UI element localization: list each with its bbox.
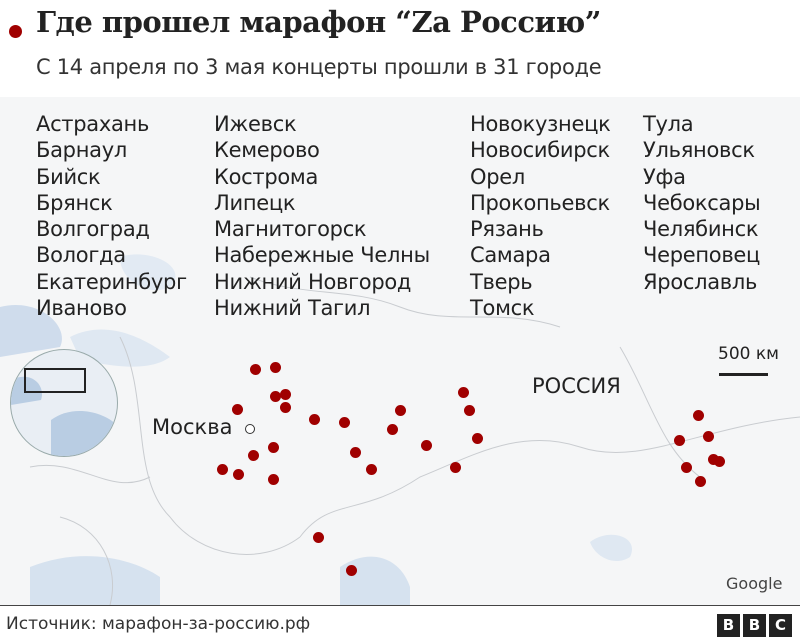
city-marker xyxy=(457,386,469,398)
city-marker xyxy=(713,455,725,467)
city-name: Новосибирск xyxy=(470,138,610,163)
city-marker xyxy=(449,461,461,473)
city-name: Вологда xyxy=(36,243,126,268)
city-name: Тула xyxy=(643,112,694,136)
city-name: Череповец xyxy=(643,243,761,268)
city-name: Челябинск xyxy=(643,217,759,242)
city-name: Чебоксары xyxy=(643,190,761,215)
city-marker xyxy=(680,461,692,473)
city-marker xyxy=(471,432,483,444)
city-marker xyxy=(216,463,228,475)
map-background xyxy=(0,254,800,605)
logo-letter: C xyxy=(769,614,792,637)
city-marker xyxy=(269,390,281,402)
city-marker xyxy=(267,441,279,453)
city-name: Ижевск xyxy=(214,112,297,136)
city-name: Набережные Челны xyxy=(214,243,430,268)
city-marker xyxy=(694,475,706,487)
city-name: Астрахань xyxy=(36,112,150,136)
city-name: Прокопьевск xyxy=(470,190,610,215)
city-marker xyxy=(269,361,281,373)
logo-letter: B xyxy=(743,614,766,637)
city-marker xyxy=(279,388,291,400)
capital-marker-icon xyxy=(245,424,255,434)
city-marker xyxy=(232,468,244,480)
city-name: Барнаул xyxy=(36,138,127,163)
city-name: Магнитогорск xyxy=(214,217,367,242)
city-marker xyxy=(231,403,243,415)
source-text: Источник: марафон-за-россию.рф xyxy=(6,614,311,634)
city-marker xyxy=(707,453,719,465)
city-name: Иваново xyxy=(36,296,127,321)
map-attribution: Google xyxy=(726,574,783,593)
capital-label: Москва xyxy=(152,415,233,439)
scale-label: 500 км xyxy=(718,344,779,364)
city-marker xyxy=(386,423,398,435)
city-name: Уфа xyxy=(643,164,686,189)
map: Астрахань Барнаул Бийск Брянск Волгоград Воло… xyxy=(0,97,800,605)
city-marker xyxy=(249,363,261,375)
city-marker xyxy=(692,409,704,421)
city-name: Ульяновск xyxy=(643,138,755,163)
city-name: Орел xyxy=(470,164,526,189)
city-marker xyxy=(279,401,291,413)
page-title: Где прошел марафон “Za Россию” xyxy=(36,5,601,39)
city-name: Ярославль xyxy=(643,269,758,294)
city-name: Самара xyxy=(470,243,551,268)
city-marker xyxy=(702,430,714,442)
city-name: Тверь xyxy=(470,269,533,294)
city-marker xyxy=(349,446,361,458)
footer: Источник: марафон-за-россию.рф B B C xyxy=(0,605,800,644)
city-name: Бийск xyxy=(36,164,101,189)
scale-bar xyxy=(719,373,768,376)
header: Где прошел марафон “Za Россию” С 14 апре… xyxy=(0,0,800,97)
city-list-column-4: Тула Ульяновск Уфа Чебоксары Челябинск Черепо… xyxy=(643,111,761,295)
city-marker xyxy=(308,413,320,425)
city-marker xyxy=(394,404,406,416)
city-marker xyxy=(267,473,279,485)
city-marker xyxy=(463,404,475,416)
city-name: Кострома xyxy=(214,164,319,189)
city-list-column-2: Ижевск Кемерово Кострома Липецк Магнитогорск… xyxy=(214,111,430,321)
city-marker xyxy=(673,434,685,446)
locator-rectangle xyxy=(24,368,86,393)
locator-globe xyxy=(10,349,118,457)
title-bullet-icon xyxy=(9,25,22,38)
logo-letter: B xyxy=(717,614,740,637)
city-name: Нижний Тагил xyxy=(214,296,371,321)
city-marker xyxy=(365,463,377,475)
city-name: Нижний Новгород xyxy=(214,269,412,294)
bbc-logo: B B C xyxy=(717,614,792,637)
city-marker xyxy=(312,531,324,543)
city-name: Брянск xyxy=(36,190,113,215)
city-name: Томск xyxy=(470,296,535,321)
country-label: РОССИЯ xyxy=(532,374,621,398)
city-name: Екатеринбург xyxy=(36,269,187,294)
city-marker xyxy=(420,439,432,451)
page-subtitle: С 14 апреля по 3 мая концерты прошли в 3… xyxy=(36,55,602,79)
city-name: Рязань xyxy=(470,217,544,242)
city-marker xyxy=(338,416,350,428)
city-marker xyxy=(345,564,357,576)
city-name: Волгоград xyxy=(36,217,150,242)
city-list-column-3: Новокузнецк Новосибирск Орел Прокопьевск Ряз… xyxy=(470,111,611,321)
city-name: Новокузнецк xyxy=(470,112,611,136)
city-marker xyxy=(247,449,259,461)
city-name: Кемерово xyxy=(214,138,320,163)
city-list-column-1: Астрахань Барнаул Бийск Брянск Волгоград Воло… xyxy=(36,111,187,321)
city-name: Липецк xyxy=(214,190,296,215)
